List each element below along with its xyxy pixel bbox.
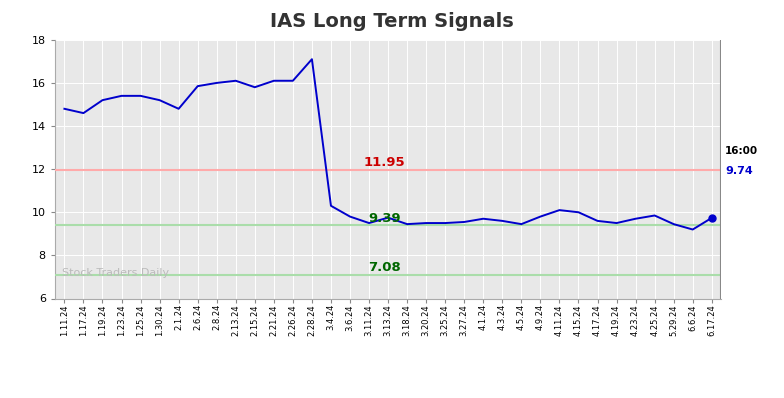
Text: 9.39: 9.39	[368, 211, 401, 224]
Text: 9.74: 9.74	[725, 166, 753, 176]
Text: Stock Traders Daily: Stock Traders Daily	[61, 268, 169, 278]
Text: IAS Long Term Signals: IAS Long Term Signals	[270, 12, 514, 31]
Text: 16:00: 16:00	[725, 146, 758, 156]
Text: 7.08: 7.08	[368, 261, 401, 274]
Text: 11.95: 11.95	[364, 156, 405, 169]
